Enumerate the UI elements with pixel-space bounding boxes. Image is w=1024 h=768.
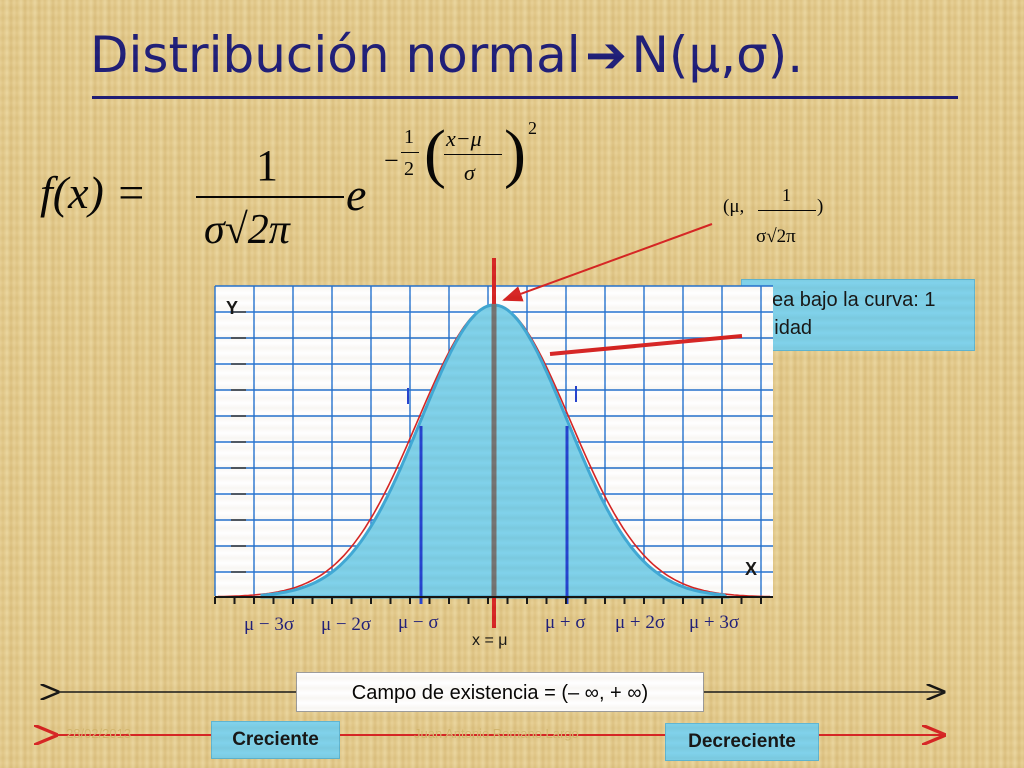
tick-label-minus-3-sigma: μ − 3σ bbox=[244, 614, 295, 635]
tick-label-plus-3-sigma: μ + 3σ bbox=[689, 612, 740, 633]
title-underline bbox=[92, 96, 958, 99]
formula-exp-half-bar bbox=[401, 152, 419, 153]
tick-label-minus-sigma: μ − σ bbox=[398, 612, 439, 633]
formula-base: e bbox=[346, 169, 367, 220]
peak-label-denominator: σ√2π bbox=[756, 226, 796, 247]
page-title: Distribución normal ➔ N(μ,σ). bbox=[90, 26, 970, 106]
tick-label-minus-2-sigma: μ − 2σ bbox=[321, 614, 372, 635]
formula-paren-open: ( bbox=[424, 117, 446, 190]
tick-label-mean: x = μ bbox=[472, 632, 508, 649]
formula-denominator: σ√2π bbox=[204, 207, 290, 253]
y-axis-label: Y bbox=[226, 298, 239, 318]
formula-exp-num: x−μ bbox=[446, 126, 482, 151]
increasing-label: Creciente bbox=[211, 721, 340, 759]
formula-exp-bar bbox=[444, 154, 502, 155]
area-pointer-line bbox=[549, 334, 743, 356]
footer-author: Juan Antonio Romano Largo bbox=[414, 726, 579, 741]
domain-label: Campo de existencia = (– ∞, + ∞) bbox=[296, 672, 704, 712]
peak-label-close: ) bbox=[817, 196, 824, 217]
formula-fraction-bar bbox=[196, 196, 344, 198]
peak-label-open: (μ, bbox=[723, 196, 745, 217]
formula-exp-power: 2 bbox=[528, 118, 537, 138]
tick-label-plus-2-sigma: μ + 2σ bbox=[615, 612, 666, 633]
footer-date: 28/02/2013 bbox=[66, 726, 132, 741]
formula-lhs: f(x) = bbox=[40, 167, 147, 218]
formula-numerator: 1 bbox=[256, 141, 278, 190]
tick-label-plus-sigma: μ + σ bbox=[545, 612, 586, 633]
x-axis-label: X bbox=[745, 559, 758, 579]
peak-label-numerator: 1 bbox=[782, 185, 791, 205]
formula-exp-half-den: 2 bbox=[404, 158, 414, 180]
formula-paren-close: ) bbox=[504, 117, 526, 190]
x-axis-ticks bbox=[214, 597, 762, 604]
area-callout: Área bajo la curva: 1 unidad bbox=[741, 279, 975, 351]
formula-exp-den: σ bbox=[464, 160, 475, 185]
formula-exp-half-num: 1 bbox=[404, 126, 414, 148]
peak-pointer-arrow bbox=[502, 223, 713, 302]
title-text: Distribución normal bbox=[90, 26, 581, 84]
decreasing-label: Decreciente bbox=[665, 723, 819, 761]
title-notation: N(μ,σ). bbox=[631, 26, 804, 84]
formula-exp-sign: − bbox=[384, 146, 399, 175]
arrow-icon: ➔ bbox=[585, 26, 628, 84]
peak-label-bar bbox=[758, 210, 816, 211]
